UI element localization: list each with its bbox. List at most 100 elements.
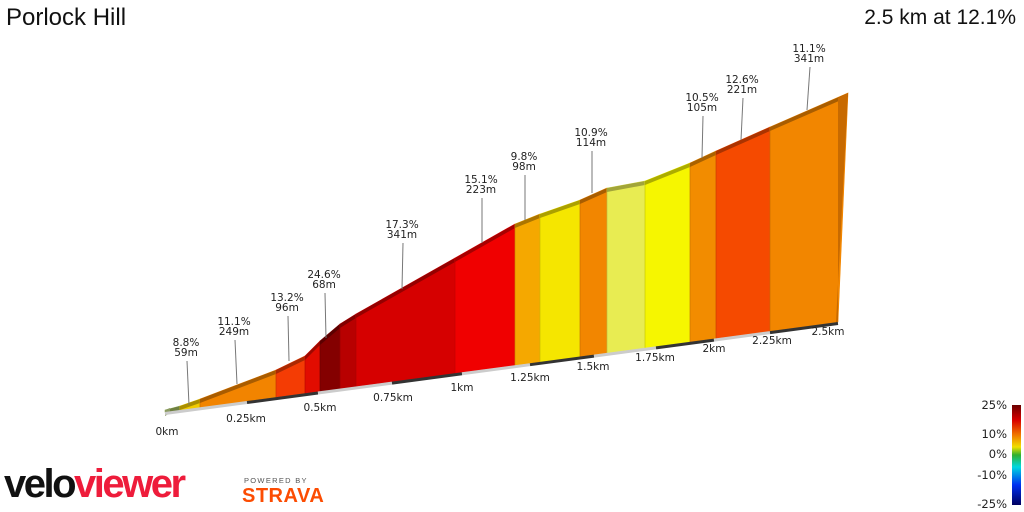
segment-top-edge: [340, 314, 356, 328]
annotation-length: 221m: [727, 84, 757, 96]
legend-colorbar: [1012, 405, 1021, 505]
x-tick-label: 1.25km: [510, 372, 550, 384]
annotation-leader-line: [324, 292, 327, 339]
strava-logo: STRAVA: [242, 485, 325, 507]
gradient-legend: 25% 10% 0% -10% -25%: [977, 398, 1021, 511]
segment-top-edge: [180, 399, 200, 410]
annotation-length: 341m: [794, 53, 824, 65]
x-tick-label: 1km: [451, 382, 474, 394]
annotation-leader-line: [234, 339, 238, 385]
segment-top-edge: [716, 127, 770, 155]
annotation-length: 249m: [219, 326, 249, 338]
segment-top-edge: [540, 200, 580, 218]
axis-band: [317, 381, 393, 395]
legend-label: 25%: [981, 398, 1007, 412]
x-tick-label: 2.5km: [811, 326, 844, 338]
annotation-grade: 12.6%: [725, 74, 758, 86]
segment-top-edge: [276, 356, 305, 374]
annotation-grade: 8.8%: [173, 337, 200, 349]
x-tick-label: 2km: [703, 343, 726, 355]
grade-segment: [514, 213, 541, 366]
grade-segment: [539, 199, 581, 363]
annotation-length: 114m: [576, 137, 606, 149]
annotation-grade: 24.6%: [307, 269, 340, 281]
grade-segment: [769, 92, 849, 332]
annotation-grade: 17.3%: [385, 219, 418, 231]
segment-annotation: 11.1%249m: [217, 316, 251, 385]
annotation-length: 223m: [466, 184, 496, 196]
grade-segment: [689, 150, 717, 343]
segment-top-edge: [200, 370, 276, 403]
annotation-leader-line: [287, 315, 290, 362]
segment-annotation: 15.1%223m: [464, 174, 498, 243]
x-tick-label: 1.5km: [576, 361, 609, 373]
grade-segment: [355, 257, 456, 387]
legend-label: -10%: [977, 468, 1007, 482]
segment-top-edge: [770, 93, 848, 131]
veloviewer-logo: veloviewer: [4, 462, 186, 506]
annotation-length: 68m: [312, 279, 336, 291]
segment-annotation: 24.6%68m: [307, 269, 341, 339]
annotation-grade: 10.5%: [685, 92, 718, 104]
segment-annotation: 17.3%341m: [385, 219, 419, 290]
segment-top-edge: [580, 188, 607, 204]
segment-top-edge: [515, 214, 540, 228]
legend-label: 0%: [989, 447, 1007, 461]
legend-label: -25%: [977, 497, 1007, 511]
axis-band: [246, 391, 319, 405]
axis-band: [164, 401, 248, 415]
annotation-grade: 15.1%: [464, 174, 497, 186]
legend-label: 10%: [981, 427, 1007, 441]
annotation-grade: 10.9%: [574, 127, 607, 139]
annotation-length: 59m: [174, 347, 198, 359]
x-tick-label: 1.75km: [635, 352, 675, 364]
segment-top-edge: [607, 181, 645, 192]
climb-summary: 2.5 km at 12.1%: [864, 6, 1016, 29]
grade-segment: [579, 187, 608, 357]
axis-band: [461, 363, 531, 376]
axis-band: [655, 338, 715, 350]
segment-annotation: 12.6%221m: [725, 74, 759, 141]
annotation-grade: 11.1%: [217, 316, 250, 328]
annotation-grade: 13.2%: [270, 292, 303, 304]
x-tick-label: 0.25km: [226, 413, 266, 425]
annotation-length: 341m: [387, 229, 417, 241]
annotation-grade: 11.1%: [792, 43, 825, 55]
segment-annotation: 10.9%114m: [574, 127, 608, 193]
axis-band: [713, 331, 771, 342]
segment-annotation: 13.2%96m: [270, 292, 304, 362]
annotation-leader-line: [701, 115, 704, 159]
grade-segment: [644, 162, 691, 349]
segment-annotation: 10.5%105m: [685, 92, 719, 159]
grade-segment: [275, 355, 306, 398]
x-tick-label: 0km: [156, 426, 179, 438]
segment-top-edge: [305, 341, 320, 360]
axis-band: [529, 354, 595, 367]
segment-annotation: 11.1%341m: [792, 43, 826, 111]
segment-top-edge: [645, 163, 690, 185]
axis-band: [391, 372, 463, 385]
annotation-length: 98m: [512, 161, 536, 173]
x-tick-label: 0.75km: [373, 392, 413, 404]
annotation-length: 105m: [687, 102, 717, 114]
annotation-leader-line: [740, 97, 744, 141]
axis-band: [593, 346, 657, 358]
profile-end-face: [836, 93, 848, 324]
x-tick-label: 0.5km: [303, 402, 336, 414]
annotation-leader-line: [186, 360, 190, 406]
x-tick-label: 2.25km: [752, 335, 792, 347]
annotation-leader-line: [806, 66, 811, 111]
annotation-length: 96m: [275, 302, 299, 314]
segment-top-edge: [320, 324, 340, 345]
climb-title: Porlock Hill: [6, 4, 127, 31]
axis-band: [769, 322, 839, 335]
grade-segment: [715, 126, 771, 339]
segment-annotation: 9.8%98m: [511, 151, 538, 220]
annotation-grade: 9.8%: [511, 151, 538, 163]
segment-annotation: 8.8%59m: [173, 337, 200, 406]
grade-segment: [606, 180, 646, 354]
segment-top-edge: [356, 258, 455, 318]
segment-top-edge: [690, 151, 716, 167]
grade-segment: [454, 223, 516, 374]
